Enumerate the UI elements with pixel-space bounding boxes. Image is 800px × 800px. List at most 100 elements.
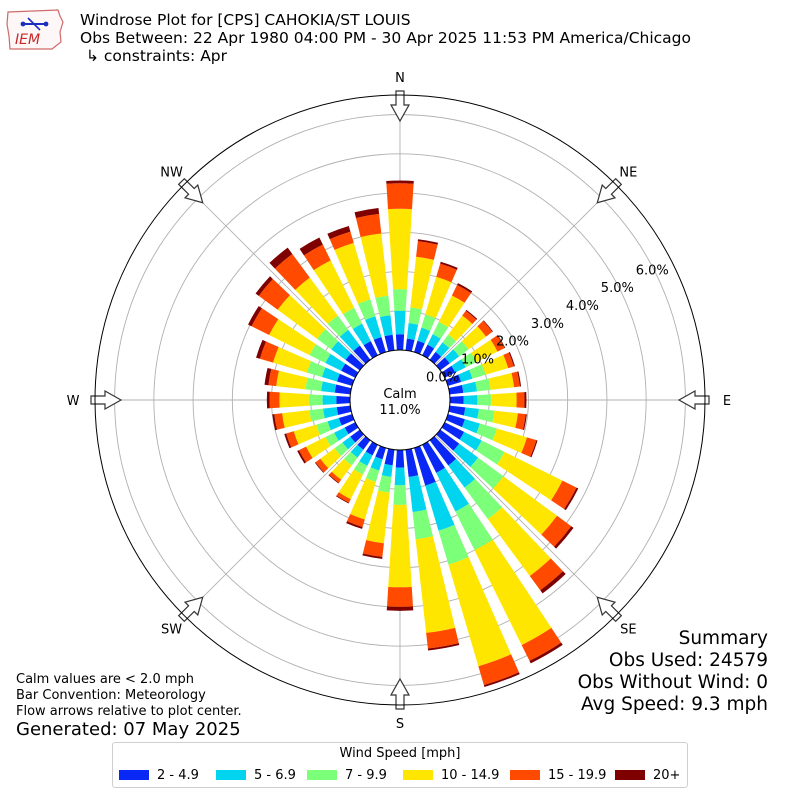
rose-bar-segment [264, 367, 272, 386]
rose-bar-segment [445, 414, 465, 428]
iowa-state-outline-icon: IEM [6, 9, 64, 50]
rose-bar-segment [459, 431, 482, 451]
rose-bar-segment [458, 369, 473, 383]
rose-bar-segment [427, 334, 441, 349]
rose-bar-segment [362, 540, 384, 557]
rose-bar-segment [541, 515, 572, 547]
rose-bar-segment [477, 320, 493, 337]
rose-bar-segment [529, 558, 563, 591]
rose-bar-segment [448, 458, 476, 488]
rose-bar-segment [516, 392, 525, 408]
rose-bar-segment [435, 342, 450, 357]
chart-title: Windrose Plot for [CPS] CAHOKIA/ST LOUIS [80, 11, 411, 29]
rose-bar-segment [384, 334, 395, 352]
rose-bar-segment [352, 323, 371, 346]
legend-swatch [307, 770, 337, 780]
rose-bar-segment [381, 463, 393, 477]
legend-swatch [403, 770, 433, 780]
rose-bar-segment [350, 444, 364, 458]
rose-bar-segment [305, 377, 323, 392]
rose-bar-segment [497, 451, 563, 501]
direction-arrow-icon [389, 90, 411, 123]
rose-bar-segment [478, 654, 519, 686]
rose-bar-segment [497, 334, 506, 349]
rose-bar-segment [440, 261, 458, 270]
rose-bar-segment [508, 352, 515, 367]
rose-bar-segment [461, 352, 477, 368]
rose-bar-segment [421, 314, 436, 331]
rose-bar-segment [551, 480, 577, 510]
summary-heading: Summary [678, 628, 768, 649]
rose-bar-segment [438, 295, 465, 328]
rose-bar-segment [475, 378, 491, 392]
rose-bar-segment [322, 395, 337, 405]
rose-bar-segment [336, 373, 355, 386]
rose-bar-segment [334, 442, 349, 457]
rose-bar-segment [451, 359, 466, 373]
rose-bar-segment [487, 507, 551, 577]
rose-bar-segment [359, 451, 373, 466]
rose-bar-segment [432, 321, 449, 339]
radial-tick-label: 6.0% [636, 263, 669, 278]
rose-bar-segment [449, 395, 464, 405]
legend-item: 15 - 19.9 [510, 768, 606, 783]
rose-bar-segment [417, 239, 439, 245]
rose-bar-segment [463, 407, 479, 419]
direction-label-w: W [67, 394, 80, 409]
rose-bar-segment [448, 385, 464, 395]
rose-bar-segment [564, 487, 579, 511]
rose-bar-segment [299, 237, 323, 256]
radial-tick-label: 4.0% [566, 299, 599, 314]
rose-bar-segment [417, 327, 431, 344]
rose-bar-segment [338, 469, 363, 500]
rose-bar-segment [274, 413, 285, 430]
rose-bar-segment [306, 361, 326, 378]
rose-bar-segment [422, 344, 435, 359]
rose-bar-segment [438, 524, 469, 565]
direction-label-nw: NW [160, 166, 183, 181]
rose-bar-segment [329, 231, 354, 250]
rose-bar-segment [524, 392, 527, 408]
legend-swatch [216, 770, 246, 780]
rose-bar-segment [436, 357, 450, 371]
rose-bar-segment [306, 437, 331, 459]
rose-bar-segment [309, 408, 325, 422]
rose-bar-segment [445, 374, 462, 386]
rose-bar-segment [395, 449, 405, 468]
rose-bar-segment [365, 316, 382, 340]
radial-tick-label: 0.0% [426, 370, 459, 385]
rose-bar-segment [521, 437, 537, 457]
rose-bar-segment [320, 448, 342, 469]
rose-bar-segment [493, 476, 558, 535]
rose-bar-segment [308, 394, 323, 406]
rose-bar-segment [441, 422, 465, 440]
rose-bar-segment [503, 352, 514, 369]
rose-bar-segment [255, 276, 273, 296]
flow-arrows-note: Flow arrows relative to plot center. [16, 704, 242, 719]
grid-spoke [184, 184, 401, 401]
rose-bar-segment [362, 553, 383, 559]
rose-bar-segment [436, 263, 457, 283]
rose-bar-segment [272, 414, 278, 431]
summary-block: Summary Obs Used: 24579 Obs Without Wind… [578, 628, 768, 716]
rose-bar-segment [334, 427, 349, 441]
rose-bar-segment [471, 339, 498, 363]
obs-between: Obs Between: 22 Apr 1980 04:00 PM - 30 A… [80, 29, 692, 47]
direction-labels: N NE E SE S SW W NW [67, 71, 732, 732]
legend-item: 7 - 9.9 [307, 768, 387, 783]
rose-bar-segment [248, 306, 262, 327]
rose-bar-segment [366, 490, 390, 544]
rose-bar-segment [425, 276, 452, 319]
rose-bar-segment [350, 429, 364, 443]
rose-bar-segment [491, 392, 517, 408]
direction-label-ne: NE [619, 166, 637, 181]
rose-bar-segment [339, 329, 360, 352]
legend-label: 7 - 9.9 [345, 768, 387, 783]
rose-bar-segment [269, 319, 316, 356]
rose-bar-segment [511, 371, 520, 388]
direction-arrow-icon [677, 389, 710, 411]
rose-bar-segment [286, 431, 299, 448]
direction-label-sw: SW [161, 622, 182, 637]
rose-bar-segment [522, 414, 527, 431]
